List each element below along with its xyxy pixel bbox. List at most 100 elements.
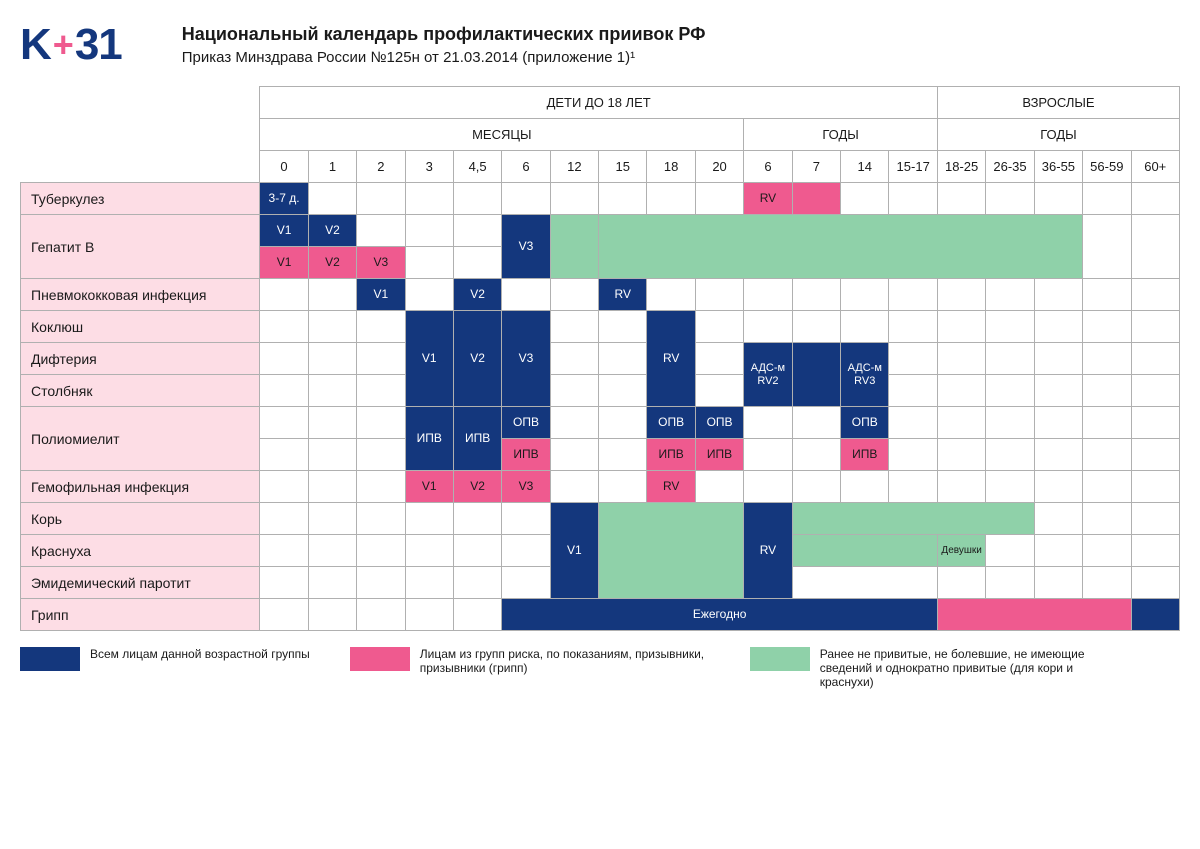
row-label-diph: Дифтерия: [21, 343, 260, 375]
col-4: 4,5: [453, 151, 501, 183]
swatch-navy: [20, 647, 80, 671]
row-label-mumps: Эмидемический паротит: [21, 567, 260, 599]
page-subtitle: Приказ Минздрава России №125н от 21.03.2…: [182, 49, 706, 66]
row-diph: Дифтерия АДС-м RV2 АДС-м RV3: [21, 343, 1180, 375]
row-tb: Туберкулез 3-7 д. RV: [21, 183, 1180, 215]
col-1: 1: [308, 151, 356, 183]
polio-20-opv: ОПВ: [696, 407, 743, 438]
pneum-15-rv: RV: [599, 279, 646, 310]
polio-14-opv: ОПВ: [841, 407, 888, 438]
row-label-tb: Туберкулез: [21, 183, 260, 215]
col-6: 12: [550, 151, 598, 183]
swatch-pink: [350, 647, 410, 671]
col-5: 6: [502, 151, 550, 183]
col-17: 56-59: [1083, 151, 1131, 183]
col-10: 6: [744, 151, 792, 183]
diph-14y: АДС-м RV3: [841, 343, 888, 406]
hib-6-v3: V3: [502, 471, 549, 502]
diph-6y: АДС-м RV2: [744, 343, 791, 406]
col-14: 18-25: [937, 151, 985, 183]
row-label-meas: Корь: [21, 503, 260, 535]
logo: K + 31: [20, 20, 122, 70]
header-row-1: ДЕТИ ДО 18 ЛЕТ ВЗРОСЛЫЕ: [21, 87, 1180, 119]
group-years-adult: ГОДЫ: [937, 119, 1179, 151]
polio-3: ИПВ: [406, 407, 453, 470]
hepb-2-v3b: V3: [357, 247, 404, 278]
row-hib: Гемофильная инфекция V1 V2 V3 RV: [21, 471, 1180, 503]
hepb-0-v1b: V1: [260, 247, 307, 278]
rub-girls: Девушки: [938, 535, 985, 566]
polio-18-ipv: ИПВ: [647, 439, 694, 470]
row-label-flu: Грипп: [21, 599, 260, 631]
row-label-hepb: Гепатит В: [21, 215, 260, 279]
col-16: 36-55: [1034, 151, 1082, 183]
col-9: 20: [695, 151, 743, 183]
row-pneum: Пневмококковая инфекция V1 V2 RV: [21, 279, 1180, 311]
vaccination-calendar: ДЕТИ ДО 18 ЛЕТ ВЗРОСЛЫЕ МЕСЯЦЫ ГОДЫ ГОДЫ…: [20, 86, 1180, 631]
row-label-pert: Коклюш: [21, 311, 260, 343]
logo-31: 31: [75, 20, 122, 70]
hepb-1-v2: V2: [309, 215, 356, 246]
row-meas: Корь V1 RV: [21, 503, 1180, 535]
col-0: 0: [260, 151, 308, 183]
col-12: 14: [841, 151, 889, 183]
flu-annual: Ежегодно: [502, 599, 937, 630]
hepb-6-v3: V3: [502, 215, 549, 278]
page-title: Национальный календарь профилактических …: [182, 24, 706, 45]
col-8: 18: [647, 151, 695, 183]
col-3: 3: [405, 151, 453, 183]
dtp-45-v2: V2: [454, 311, 501, 406]
col-7: 15: [599, 151, 647, 183]
mmr-6y-rv: RV: [744, 503, 791, 598]
group-years-child: ГОДЫ: [744, 119, 938, 151]
row-label-rub: Краснуха: [21, 535, 260, 567]
col-2: 2: [357, 151, 405, 183]
polio-18-opv: ОПВ: [647, 407, 694, 438]
hib-45-v2: V2: [454, 471, 501, 502]
row-label-hib: Гемофильная инфекция: [21, 471, 260, 503]
row-label-polio: Полиомиелит: [21, 407, 260, 471]
legend-navy-text: Всем лицам данной возрастной группы: [90, 647, 310, 661]
col-18: 60+: [1131, 151, 1180, 183]
polio-6-ipv: ИПВ: [502, 439, 549, 470]
tb-6y: RV: [744, 183, 791, 214]
polio-6-opv: ОПВ: [502, 407, 549, 438]
col-11: 7: [792, 151, 840, 183]
group-months: МЕСЯЦЫ: [260, 119, 744, 151]
group-children: ДЕТИ ДО 18 ЛЕТ: [260, 87, 938, 119]
group-adults: ВЗРОСЛЫЕ: [937, 87, 1179, 119]
dtp-3-v1: V1: [406, 311, 453, 406]
mmr-12-v1: V1: [551, 503, 598, 598]
legend-pink-text: Лицам из групп риска, по показаниям, при…: [420, 647, 710, 675]
polio-14-ipv: ИПВ: [841, 439, 888, 470]
header: K + 31 Национальный календарь профилакти…: [20, 20, 1180, 70]
swatch-green: [750, 647, 810, 671]
hib-18-rv: RV: [647, 471, 694, 502]
row-pert: Коклюш V1 V2 V3 RV: [21, 311, 1180, 343]
legend-green: Ранее не привитые, не болевшие, не имеющ…: [750, 647, 1110, 689]
pneum-45-v2: V2: [454, 279, 501, 310]
legend: Всем лицам данной возрастной группы Лица…: [20, 647, 1180, 689]
polio-45: ИПВ: [454, 407, 501, 470]
col-15: 26-35: [986, 151, 1034, 183]
row-flu: Грипп Ежегодно: [21, 599, 1180, 631]
row-label-pneum: Пневмококковая инфекция: [21, 279, 260, 311]
hib-3-v1: V1: [406, 471, 453, 502]
polio-20-ipv: ИПВ: [696, 439, 743, 470]
row-hepb-a: Гепатит В V1 V2 V3: [21, 215, 1180, 247]
dtp-6-v3: V3: [502, 311, 549, 406]
logo-k: K: [20, 20, 51, 70]
row-label-tet: Столбняк: [21, 375, 260, 407]
logo-plus: +: [53, 24, 73, 66]
legend-navy: Всем лицам данной возрастной группы: [20, 647, 310, 671]
hepb-1-v2b: V2: [309, 247, 356, 278]
tb-0: 3-7 д.: [260, 183, 307, 214]
legend-green-text: Ранее не привитые, не болевшие, не имеющ…: [820, 647, 1110, 689]
dtp-18-rv: RV: [647, 311, 694, 406]
col-13: 15-17: [889, 151, 938, 183]
legend-pink: Лицам из групп риска, по показаниям, при…: [350, 647, 710, 675]
pneum-2-v1: V1: [357, 279, 404, 310]
hepb-0-v1: V1: [260, 215, 307, 246]
row-tet: Столбняк: [21, 375, 1180, 407]
row-polio-a: Полиомиелит ИПВ ИПВ ОПВ ОПВ ОПВ ОПВ: [21, 407, 1180, 439]
